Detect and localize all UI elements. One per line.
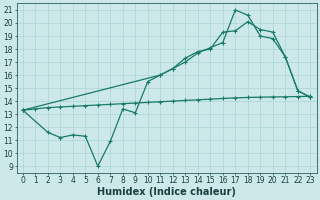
X-axis label: Humidex (Indice chaleur): Humidex (Indice chaleur): [97, 187, 236, 197]
